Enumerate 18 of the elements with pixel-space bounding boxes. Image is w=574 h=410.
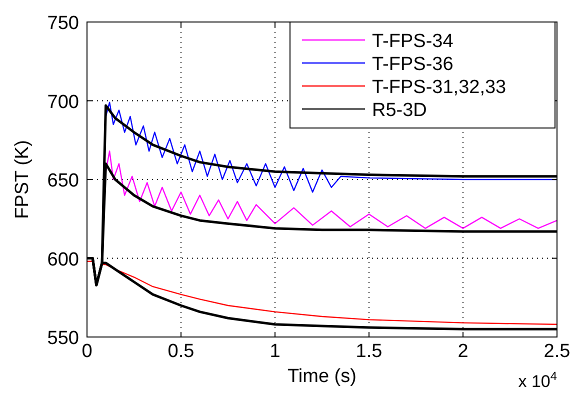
y-tick-label: 550 <box>47 328 79 349</box>
x-tick-label: 0 <box>82 341 92 362</box>
legend-label: T-FPS-31,32,33 <box>372 77 506 98</box>
y-axis-title: FPST (K) <box>12 140 33 219</box>
y-tick-label: 700 <box>47 92 79 113</box>
y-tick-label: 600 <box>47 249 79 270</box>
legend-label: R5-3D <box>372 100 427 121</box>
x-tick-label: 2 <box>458 341 468 362</box>
y-tick-label: 750 <box>47 13 79 34</box>
y-tick-label: 650 <box>47 170 79 192</box>
legend-label: T-FPS-36 <box>372 54 454 75</box>
x-tick-label: 0.5 <box>168 341 194 362</box>
x-tick-label: 1.5 <box>356 341 382 362</box>
x-axis-title: Time (s) <box>288 366 356 387</box>
x-tick-label: 2.5 <box>544 341 570 362</box>
text: x 10$^{4}$ <box>518 369 558 391</box>
x-tick-label: 1 <box>270 341 280 362</box>
legend-label: T-FPS-34 <box>372 31 454 52</box>
